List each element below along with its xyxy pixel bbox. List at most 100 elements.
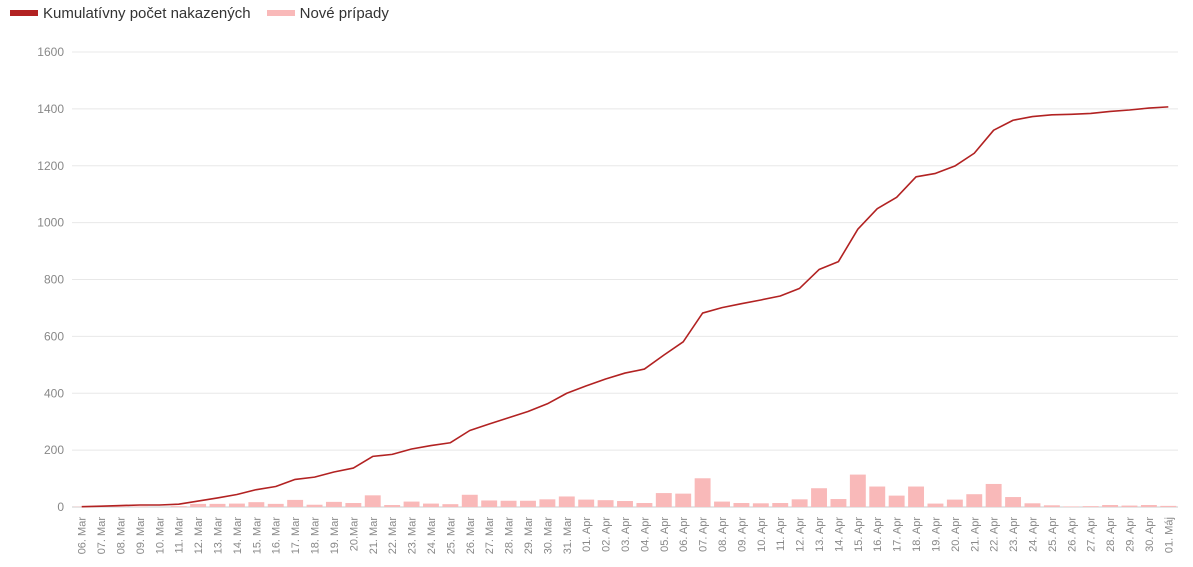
x-tick-label: 16. Mar <box>271 517 283 555</box>
new-cases-bar <box>791 499 808 507</box>
x-tick-label: 09. Mar <box>135 517 147 555</box>
y-tick-label: 800 <box>44 273 64 287</box>
x-tick-label: 14. Mar <box>232 517 244 555</box>
new-cases-bar <box>927 503 944 507</box>
x-tick-label: 25. Mar <box>445 517 457 555</box>
x-tick-label: 30. Apr <box>1144 517 1156 552</box>
new-cases-bar <box>908 486 925 507</box>
x-tick-label: 24. Mar <box>426 517 438 555</box>
new-cases-bar <box>248 502 265 507</box>
x-tick-label: 08. Apr <box>717 517 729 552</box>
x-tick-label: 23. Mar <box>407 517 419 555</box>
legend-item-new-cases[interactable]: Nové prípady <box>266 5 389 22</box>
x-tick-label: 20.Mar <box>348 517 360 552</box>
new-cases-bar <box>500 500 517 507</box>
legend-swatch-new-cases <box>266 10 295 16</box>
new-cases-bar <box>267 503 284 507</box>
x-tick-label: 26. Mar <box>465 517 477 555</box>
y-tick-label: 600 <box>44 329 64 343</box>
new-cases-bar <box>306 504 323 507</box>
new-cases-bar <box>112 506 129 507</box>
new-cases-bar <box>578 499 595 507</box>
chart-legend: Kumulatívny počet nakazených Nové prípad… <box>10 3 405 23</box>
new-cases-bar <box>520 500 536 507</box>
new-cases-bar <box>558 496 575 507</box>
new-cases-bar <box>1043 505 1060 507</box>
cumulative-line-layer <box>81 106 1169 508</box>
new-cases-bar <box>1121 505 1138 507</box>
new-cases-bar <box>461 494 478 507</box>
x-tick-label: 12. Apr <box>795 517 807 552</box>
new-cases-bar <box>946 499 963 507</box>
new-cases-bar <box>849 474 866 507</box>
new-cases-bar <box>170 506 187 507</box>
legend-swatch-cumulative <box>10 10 38 16</box>
new-cases-bar <box>888 495 905 507</box>
new-cases-bar <box>869 486 886 507</box>
y-axis: 0 200 400 600 800 1000 1200 1400 1600 <box>37 45 64 514</box>
x-tick-label: 07. Apr <box>698 517 710 552</box>
new-cases-bar <box>423 503 439 507</box>
x-tick-label: 05. Apr <box>659 517 671 552</box>
x-tick-label: 19. Apr <box>930 517 942 552</box>
x-tick-label: 06. Apr <box>678 517 690 552</box>
x-axis: 06. Mar 07. Mar 08. Mar 09. Mar 10. Mar 11. M… <box>77 517 1176 555</box>
y-tick-label: 0 <box>57 500 64 514</box>
x-tick-label: 31. Mar <box>562 517 574 555</box>
x-tick-label: 12. Mar <box>193 517 205 555</box>
x-tick-label: 08. Mar <box>116 517 128 555</box>
new-cases-bar <box>1160 505 1177 507</box>
new-cases-bar <box>190 503 207 507</box>
new-cases-bar <box>597 500 614 507</box>
new-cases-bar <box>1082 506 1099 507</box>
new-cases-bar <box>830 499 847 507</box>
x-tick-label: 22. Apr <box>989 517 1001 552</box>
new-cases-bar <box>617 501 633 507</box>
x-tick-label: 01. Máj <box>1163 517 1175 553</box>
x-tick-label: 09. Apr <box>736 517 748 552</box>
new-cases-bar <box>287 499 304 507</box>
new-cases-bar <box>209 503 226 507</box>
x-tick-label: 10. Apr <box>756 517 768 552</box>
x-tick-label: 17. Apr <box>892 517 904 552</box>
y-tick-label: 1200 <box>37 159 64 173</box>
new-cases-bar <box>403 501 420 507</box>
new-cases-bars <box>73 474 1177 507</box>
x-tick-label: 28. Mar <box>504 517 516 555</box>
x-tick-label: 04. Apr <box>639 517 651 552</box>
new-cases-bar <box>985 483 1002 507</box>
x-tick-label: 17. Mar <box>290 517 302 555</box>
new-cases-bar <box>811 488 827 507</box>
legend-item-cumulative[interactable]: Kumulatívny počet nakazených <box>10 5 251 22</box>
cumulative-line <box>81 106 1169 508</box>
legend-label-cumulative: Kumulatívny počet nakazených <box>43 4 251 22</box>
x-tick-label: 21. Mar <box>368 517 380 555</box>
x-tick-label: 13. Mar <box>213 517 225 555</box>
new-cases-bar <box>228 503 245 507</box>
new-cases-bar <box>1024 503 1041 507</box>
x-tick-label: 28. Apr <box>1105 517 1117 552</box>
new-cases-bar <box>636 503 653 507</box>
x-tick-label: 14. Apr <box>833 517 845 552</box>
x-tick-label: 27. Mar <box>484 517 496 555</box>
new-cases-bar <box>966 494 983 507</box>
x-tick-label: 25. Apr <box>1047 517 1059 552</box>
x-tick-label: 15. Apr <box>853 517 865 552</box>
x-tick-label: 06. Mar <box>77 517 89 555</box>
new-cases-bar <box>772 503 789 507</box>
y-tick-label: 1600 <box>37 45 64 59</box>
new-cases-bar <box>539 499 556 507</box>
x-tick-label: 21. Apr <box>969 517 981 552</box>
x-tick-label: 26. Apr <box>1066 517 1078 552</box>
new-cases-bar <box>442 504 459 507</box>
new-cases-bar <box>733 503 750 507</box>
x-tick-label: 11. Apr <box>775 517 787 551</box>
new-cases-bar <box>1102 505 1119 507</box>
x-tick-label: 03. Apr <box>620 517 632 552</box>
x-tick-label: 15. Mar <box>251 517 263 555</box>
x-tick-label: 18. Apr <box>911 517 923 552</box>
new-cases-bar <box>675 493 692 507</box>
x-tick-label: 02. Apr <box>601 517 613 552</box>
x-tick-label: 10. Mar <box>154 517 166 555</box>
